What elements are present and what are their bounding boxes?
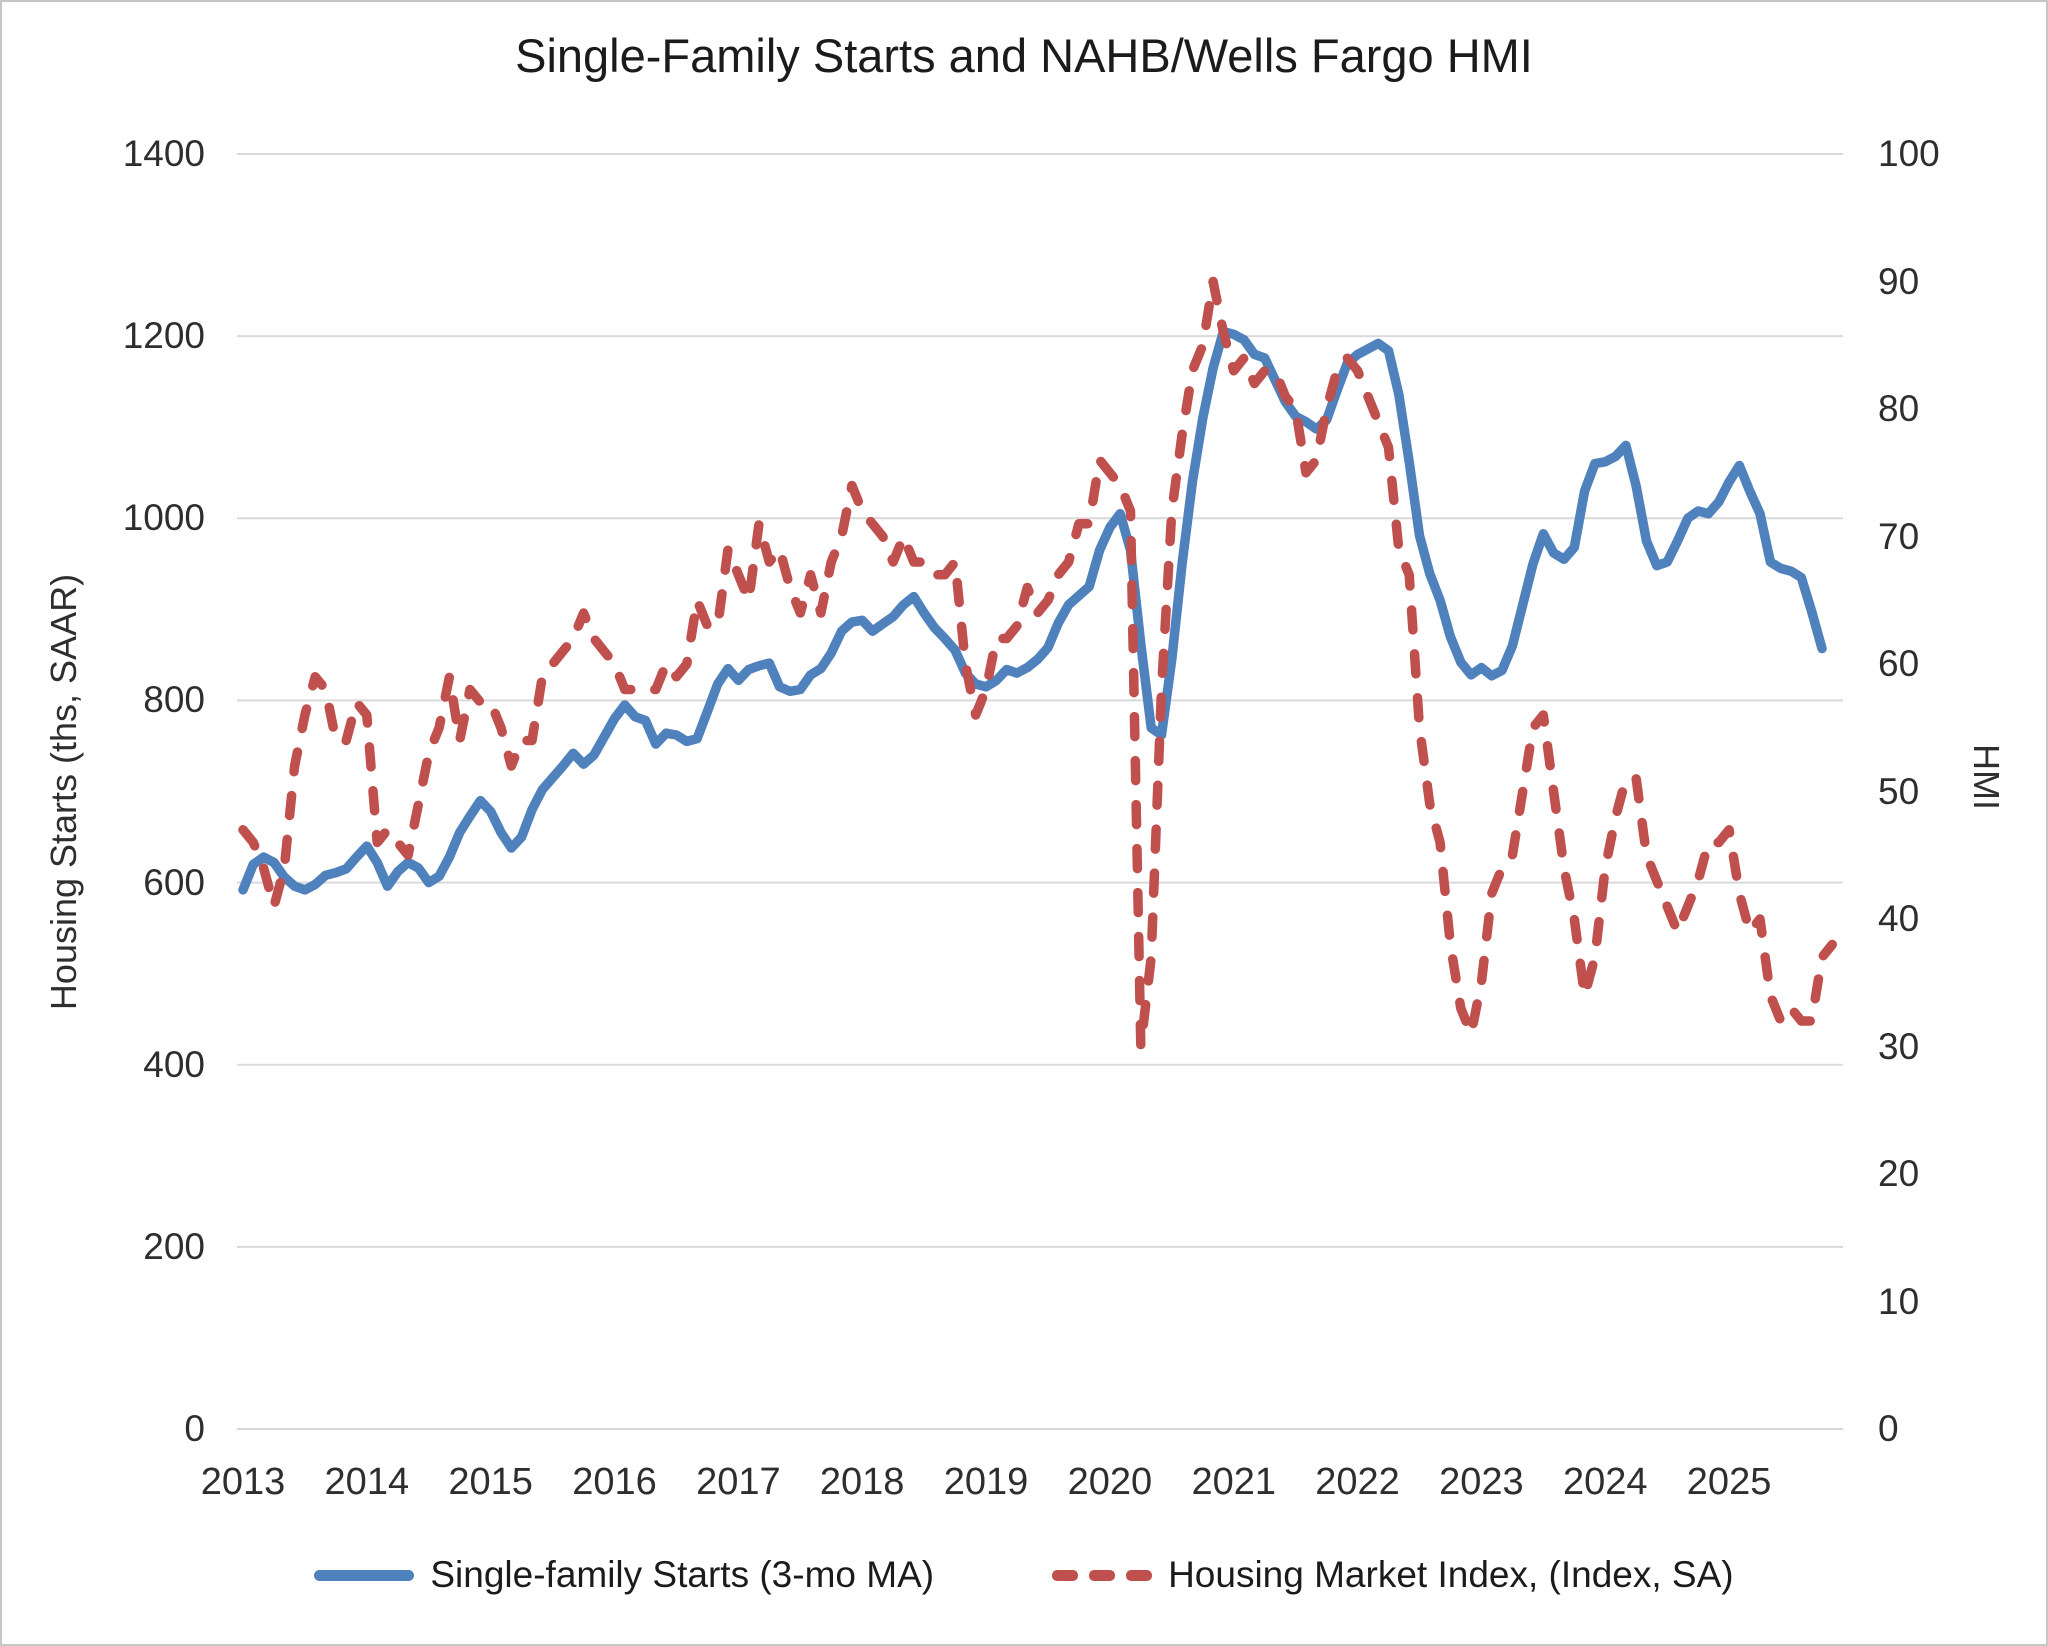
y-axis-left-tick-label: 1400 [122,133,205,174]
y-axis-left-tick-label: 200 [143,1225,205,1267]
x-axis-tick-label: 2022 [1315,1461,1400,1503]
y-axis-left-tick-label: 1200 [122,315,205,357]
chart-title: Single-Family Starts and NAHB/Wells Farg… [515,29,1533,82]
hmi-line [238,276,1838,1052]
legend: Single-family Starts (3-mo MA) Housing M… [2,1554,2046,1596]
legend-label-starts: Single-family Starts (3-mo MA) [430,1554,935,1595]
y-axis-right-tick-label: 80 [1878,388,1920,429]
starts-line [238,326,1827,895]
y-axis-right-title: HMI [1966,744,2007,810]
x-axis-tick-label: 2024 [1562,1461,1648,1503]
x-axis-tick-label: 2014 [324,1461,410,1503]
y-axis-right-tick-label: 40 [1878,898,1920,939]
y-axis-left-tick-label: 600 [143,861,205,903]
y-axis-right-tick-label: 30 [1878,1025,1920,1067]
x-axis-tick-label: 2020 [1067,1461,1153,1503]
x-axis-tick-label: 2017 [696,1461,781,1503]
x-axis-tick-label: 2021 [1191,1461,1276,1503]
y-axis-left-tick-label: 0 [184,1408,205,1449]
legend-item-hmi: Housing Market Index, (Index, SA) [1052,1554,1734,1596]
legend-item-starts: Single-family Starts (3-mo MA) [314,1554,934,1596]
x-axis-tick-label: 2013 [200,1461,286,1503]
y-axis-right-tick-label: 70 [1878,515,1920,557]
x-axis-tick-label: 2016 [572,1461,657,1503]
y-axis-right-tick-label: 20 [1878,1153,1920,1194]
starts-line-swatch-icon [314,1569,415,1581]
y-axis-right-tick-label: 10 [1878,1280,1920,1322]
x-axis-tick-label: 2018 [819,1461,905,1503]
y-axis-right-tick-label: 90 [1878,260,1920,302]
y-axis-right-tick-label: 0 [1878,1408,1899,1449]
x-axis-tick-label: 2023 [1439,1461,1524,1503]
y-axis-right-tick-label: 50 [1878,770,1920,812]
y-axis-left-title: Housing Starts (ths, SAAR) [43,573,84,1011]
y-axis-left-tick-label: 800 [143,679,205,721]
x-axis-tick-label: 2019 [943,1461,1029,1503]
y-axis-right-tick-label: 100 [1878,133,1940,174]
y-axis-left-tick-label: 400 [143,1043,205,1085]
gridlines [237,153,1843,1430]
x-axis-tick-label: 2015 [448,1461,533,1503]
legend-label-hmi: Housing Market Index, (Index, SA) [1168,1554,1734,1595]
x-axis-tick-label: 2025 [1686,1461,1772,1503]
y-axis-right-tick-label: 60 [1878,643,1920,684]
y-axis-left-tick-label: 1000 [122,497,205,539]
hmi-line-swatch-icon [1052,1569,1153,1581]
